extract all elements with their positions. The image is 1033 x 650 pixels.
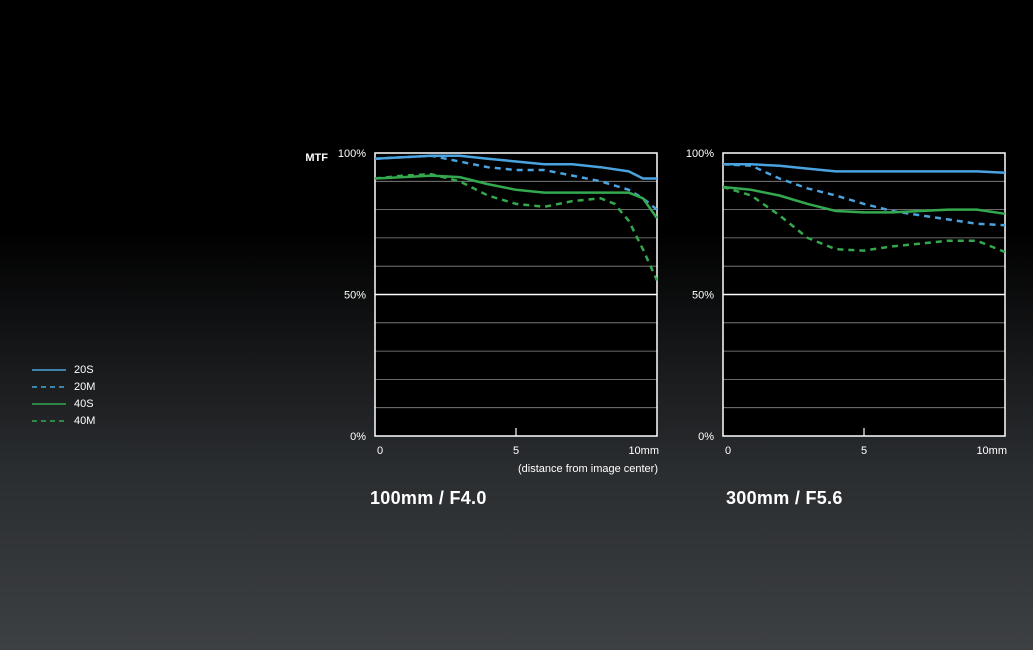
x-tick-label: 10mm xyxy=(628,445,659,457)
y-tick-label: 50% xyxy=(692,290,714,302)
legend-label-40m: 40M xyxy=(74,414,96,427)
series-line-20m xyxy=(722,163,1006,227)
chart-title-100mm: 100mm / F4.0 xyxy=(370,488,487,508)
legend-label-40s: 40S xyxy=(74,397,94,410)
x-tick-label: 5 xyxy=(861,445,867,457)
y-axis-label: MTF xyxy=(305,152,328,164)
legend-item-20s: 20S xyxy=(32,361,95,378)
legend-label-20s: 20S xyxy=(74,363,94,376)
x-axis-label: (distance from image center) xyxy=(518,463,658,475)
legend-item-40m: 40M xyxy=(32,412,95,429)
legend-swatch-20m xyxy=(32,385,66,388)
series-line-20m xyxy=(374,154,658,211)
series-line-20s xyxy=(374,154,657,180)
y-tick-label: 100% xyxy=(338,148,366,160)
series-line-20s xyxy=(723,163,1006,175)
legend-item-40s: 40S xyxy=(32,395,95,412)
legend-swatch-40s xyxy=(32,402,66,405)
x-tick-label: 5 xyxy=(513,445,519,457)
series-line-40m xyxy=(722,185,1006,254)
x-tick-label: 10mm xyxy=(976,445,1007,457)
x-tick-label: 0 xyxy=(377,445,383,457)
x-tick-label: 0 xyxy=(725,445,731,457)
y-tick-label: 50% xyxy=(344,290,366,302)
series-line-40s xyxy=(722,185,1006,216)
chart-title-300mm: 300mm / F5.6 xyxy=(726,488,843,508)
series-line-40m xyxy=(374,172,659,281)
series-line-40s xyxy=(374,174,659,219)
y-tick-label: 0% xyxy=(350,431,366,443)
legend-swatch-20s xyxy=(32,368,66,371)
legend-label-20m: 20M xyxy=(74,380,96,393)
y-tick-label: 100% xyxy=(686,148,714,160)
legend-item-20m: 20M xyxy=(32,378,95,395)
legend: 20S 20M 40S 40M xyxy=(32,361,95,429)
y-tick-label: 0% xyxy=(698,431,714,443)
legend-swatch-40m xyxy=(32,419,66,422)
